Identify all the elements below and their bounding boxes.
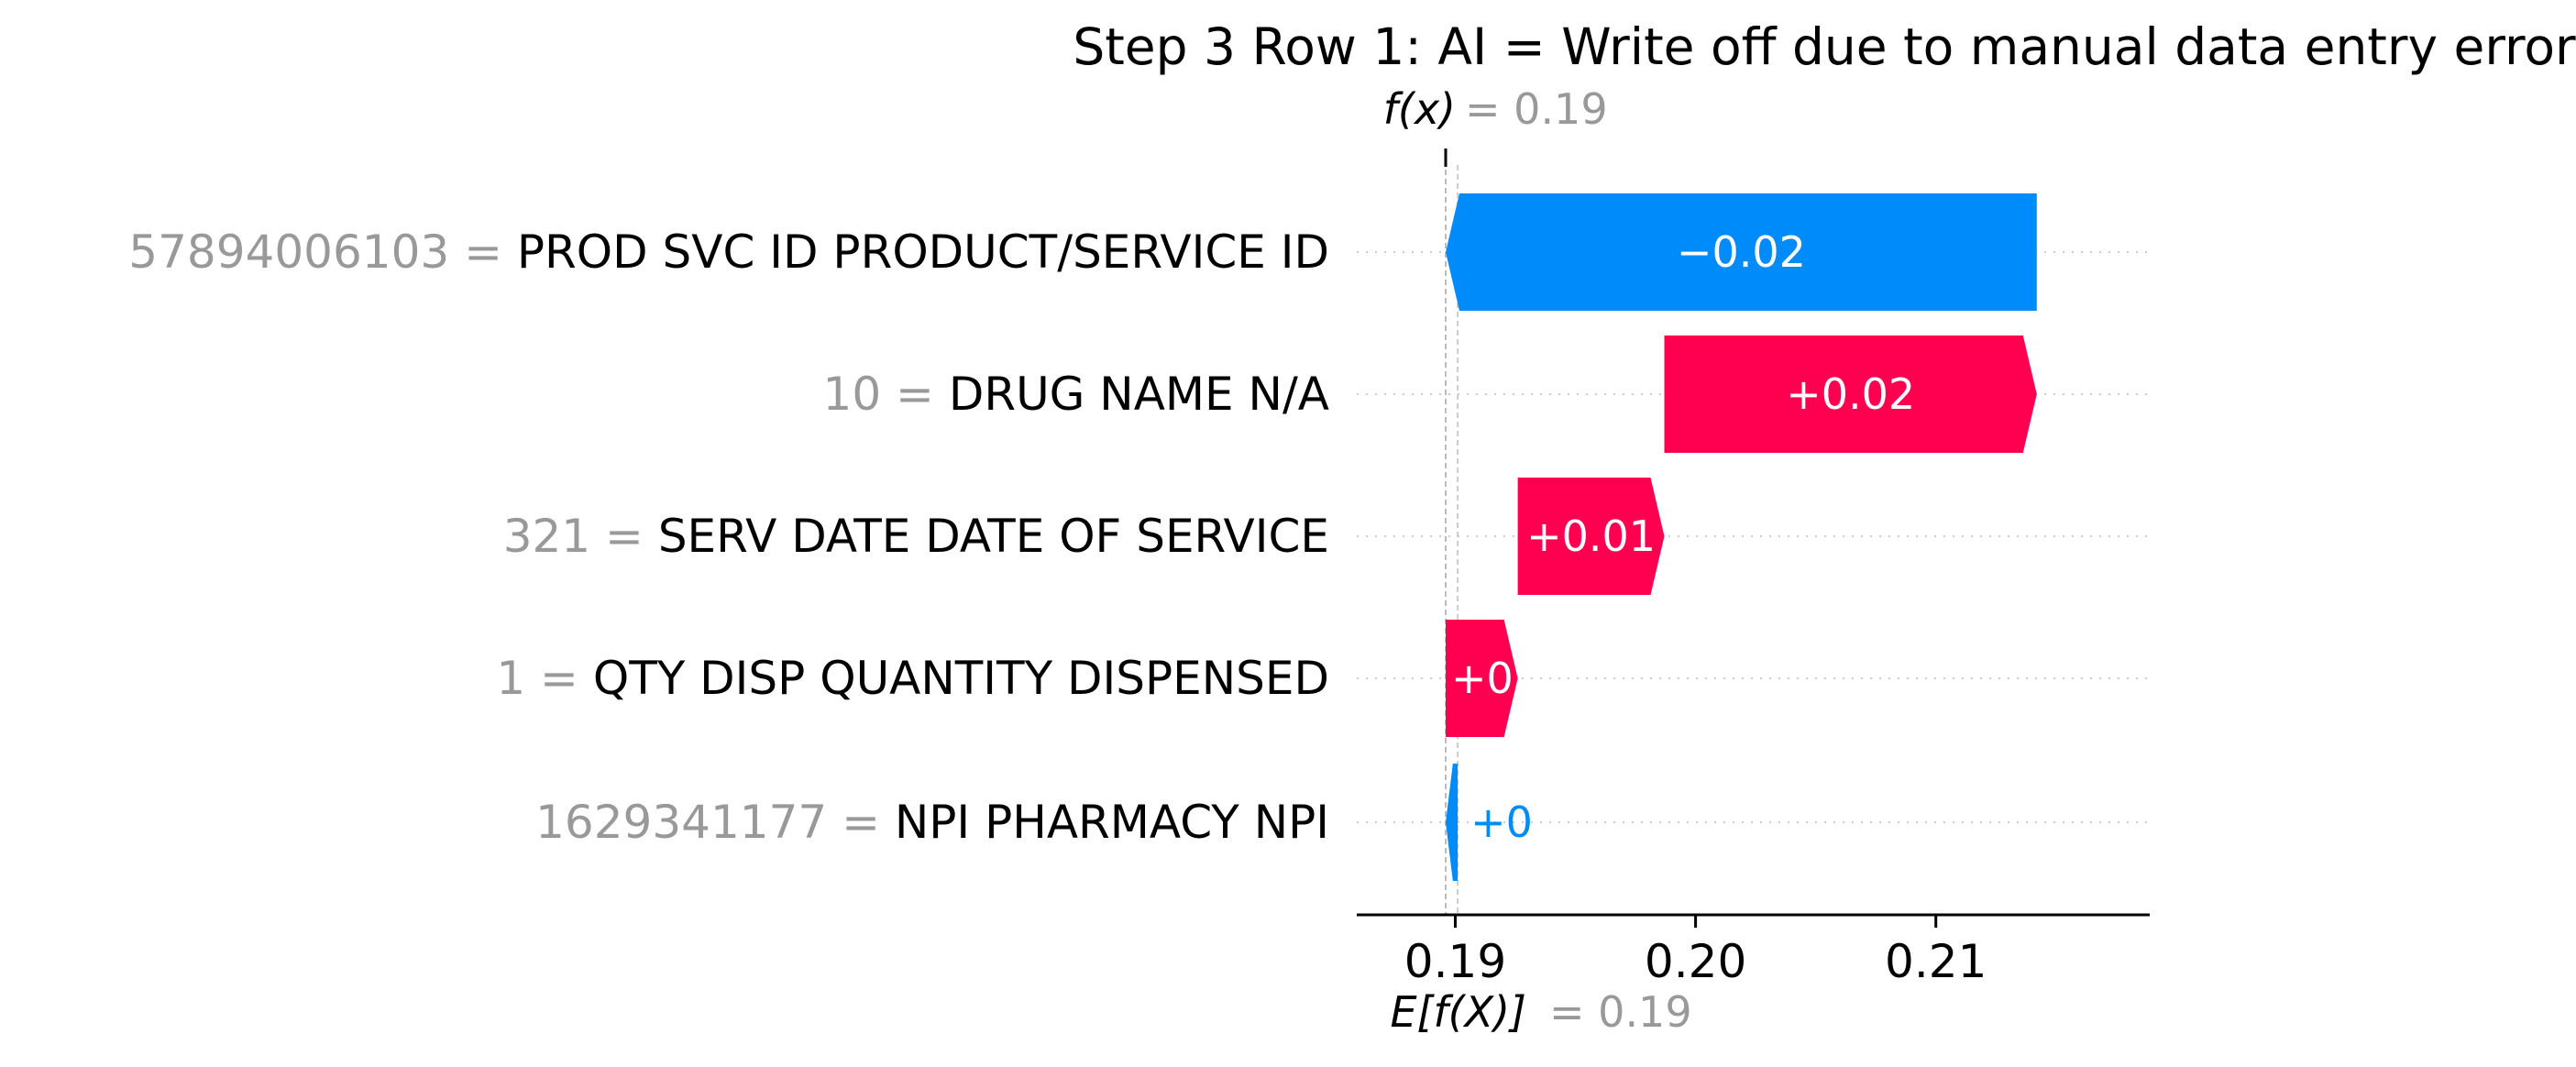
base-value: 0.19	[1598, 987, 1691, 1037]
bar-1	[1445, 193, 2037, 311]
feature-label-5: 1629341177 = NPI PHARMACY NPI	[535, 796, 1329, 849]
svg-text:= 0.19: = 0.19	[1465, 84, 1608, 134]
fx-label: f(x)	[1383, 84, 1456, 134]
base-label: E[f(X)]	[1390, 987, 1526, 1037]
bar-3	[1517, 478, 1665, 595]
feature-label-3: 321 = SERV DATE DATE OF SERVICE	[503, 510, 1329, 563]
feature-name-2: DRUG NAME N/A	[949, 368, 1329, 421]
feature-value-1: 57894006103 =	[128, 226, 517, 279]
feature-value-5: 1629341177 =	[535, 796, 895, 849]
svg-text:f(x): f(x)	[1383, 84, 1456, 134]
x-tick-label-1: 0.19	[1404, 935, 1506, 988]
svg-text:= 0.19: = 0.19	[1549, 987, 1692, 1037]
feature-label-4: 1 = QTY DISP QUANTITY DISPENSED	[496, 652, 1329, 705]
bar-4	[1445, 620, 1518, 737]
feature-value-3: 321 =	[503, 510, 658, 563]
feature-value-2: 10 =	[823, 368, 949, 421]
feature-value-4: 1 =	[496, 652, 593, 705]
svg-text:E[f(X)]: E[f(X)]	[1390, 987, 1526, 1037]
x-tick-label-3: 0.21	[1885, 935, 1987, 988]
bar-5	[1445, 764, 1459, 881]
base-annotation: E[f(X)] = 0.19	[1390, 987, 1691, 1037]
feature-name-4: QTY DISP QUANTITY DISPENSED	[593, 652, 1329, 705]
bar-value-label-4: +0	[1451, 654, 1514, 703]
bar-2	[1664, 336, 2037, 453]
feature-label-2: 10 = DRUG NAME N/A	[823, 368, 1329, 421]
bar-value-label-2: +0.02	[1786, 369, 1915, 419]
bar-value-label-5: +0	[1470, 798, 1533, 847]
fx-equals: =	[1465, 84, 1514, 134]
base-equals: =	[1549, 987, 1598, 1037]
bar-value-label-1: −0.02	[1677, 227, 1806, 277]
feature-name-3: SERV DATE DATE OF SERVICE	[658, 510, 1329, 563]
fx-value: 0.19	[1514, 84, 1607, 134]
bar-value-label-3: +0.01	[1526, 512, 1656, 561]
chart-title: Step 3 Row 1: AI = Write off due to manu…	[1073, 17, 2576, 76]
x-tick-label-2: 0.20	[1645, 935, 1746, 988]
feature-name-1: PROD SVC ID PRODUCT/SERVICE ID	[517, 226, 1329, 279]
feature-name-5: NPI PHARMACY NPI	[895, 796, 1329, 849]
feature-label-1: 57894006103 = PROD SVC ID PRODUCT/SERVIC…	[128, 226, 1329, 279]
fx-annotation: f(x) = 0.19	[1383, 84, 1608, 134]
